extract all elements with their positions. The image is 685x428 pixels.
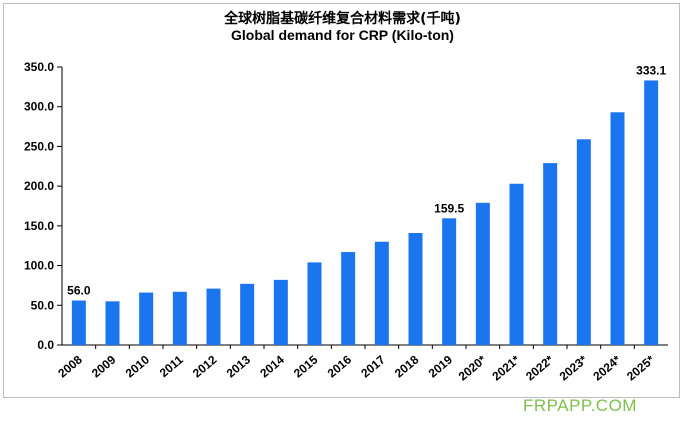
bar-2018 <box>408 233 423 345</box>
y-tick-label: 250.0 <box>24 139 54 153</box>
data-label: 56.0 <box>67 284 91 298</box>
bar-2008 <box>71 300 86 345</box>
chart-title-english: Global demand for CRP (Kilo-ton) <box>231 27 454 43</box>
bar-2024* <box>610 112 625 345</box>
x-tick-label: 2025* <box>624 352 657 383</box>
y-tick-label: 350.0 <box>24 60 54 74</box>
x-tick-label: 2018 <box>392 352 422 380</box>
x-tick-label: 2010 <box>123 352 153 380</box>
bar-2023* <box>576 139 591 345</box>
data-labels: 56.0 159.5 333.1 <box>67 63 666 297</box>
chart-axes <box>57 66 668 349</box>
bar-2009 <box>105 301 120 345</box>
y-tick-label: 100.0 <box>24 259 54 273</box>
x-tick-labels: 2008 2009 2010 2011 2012 2013 2014 2015 2016 2017… <box>55 352 657 383</box>
x-tick-label: 2008 <box>55 352 85 380</box>
x-tick-label: 2011 <box>157 352 186 380</box>
chart-title-chinese: 全球树脂基碳纤维复合材料需求(千吨) <box>224 11 461 27</box>
bar-2012 <box>206 288 221 345</box>
bar-2011 <box>172 291 187 345</box>
x-tick-label: 2016 <box>325 352 355 380</box>
x-tick-label: 2023* <box>557 352 590 383</box>
bar-2014 <box>273 279 288 345</box>
bar-2019 <box>442 218 457 345</box>
x-tick-label: 2014 <box>257 352 287 380</box>
y-tick-label: 0.0 <box>37 338 54 352</box>
data-label: 159.5 <box>434 201 464 215</box>
x-tick-label: 2019 <box>426 352 456 380</box>
x-tick-label: 2021* <box>489 352 522 383</box>
y-tick-label: 200.0 <box>24 179 54 193</box>
y-tick-label: 50.0 <box>31 298 55 312</box>
bar-2015 <box>307 262 322 345</box>
bar-2022* <box>543 163 558 345</box>
bar-2017 <box>374 241 389 345</box>
data-label: 333.1 <box>636 63 666 77</box>
x-tick-label: 2024* <box>590 352 623 383</box>
bar-2016 <box>341 252 356 345</box>
bar-2013 <box>240 283 255 345</box>
x-tick-label: 2020* <box>456 352 489 383</box>
x-tick-label: 2013 <box>224 352 254 380</box>
bar-2020* <box>475 202 490 345</box>
bar-2010 <box>139 292 154 345</box>
x-tick-label: 2012 <box>190 352 220 380</box>
y-tick-labels: 0.0 50.0 100.0 150.0 200.0 250.0 300.0 350.0 <box>24 60 54 352</box>
bar-2025* <box>644 80 659 345</box>
y-tick-label: 150.0 <box>24 219 54 233</box>
x-tick-label: 2009 <box>89 352 119 380</box>
bar-series <box>71 80 659 345</box>
y-tick-label: 300.0 <box>24 100 54 114</box>
x-tick-label: 2015 <box>291 352 321 380</box>
watermark-text: FRPAPP.COM <box>523 396 637 415</box>
bar-2021* <box>509 183 524 345</box>
x-tick-label: 2022* <box>523 352 556 383</box>
x-tick-label: 2017 <box>358 352 388 380</box>
